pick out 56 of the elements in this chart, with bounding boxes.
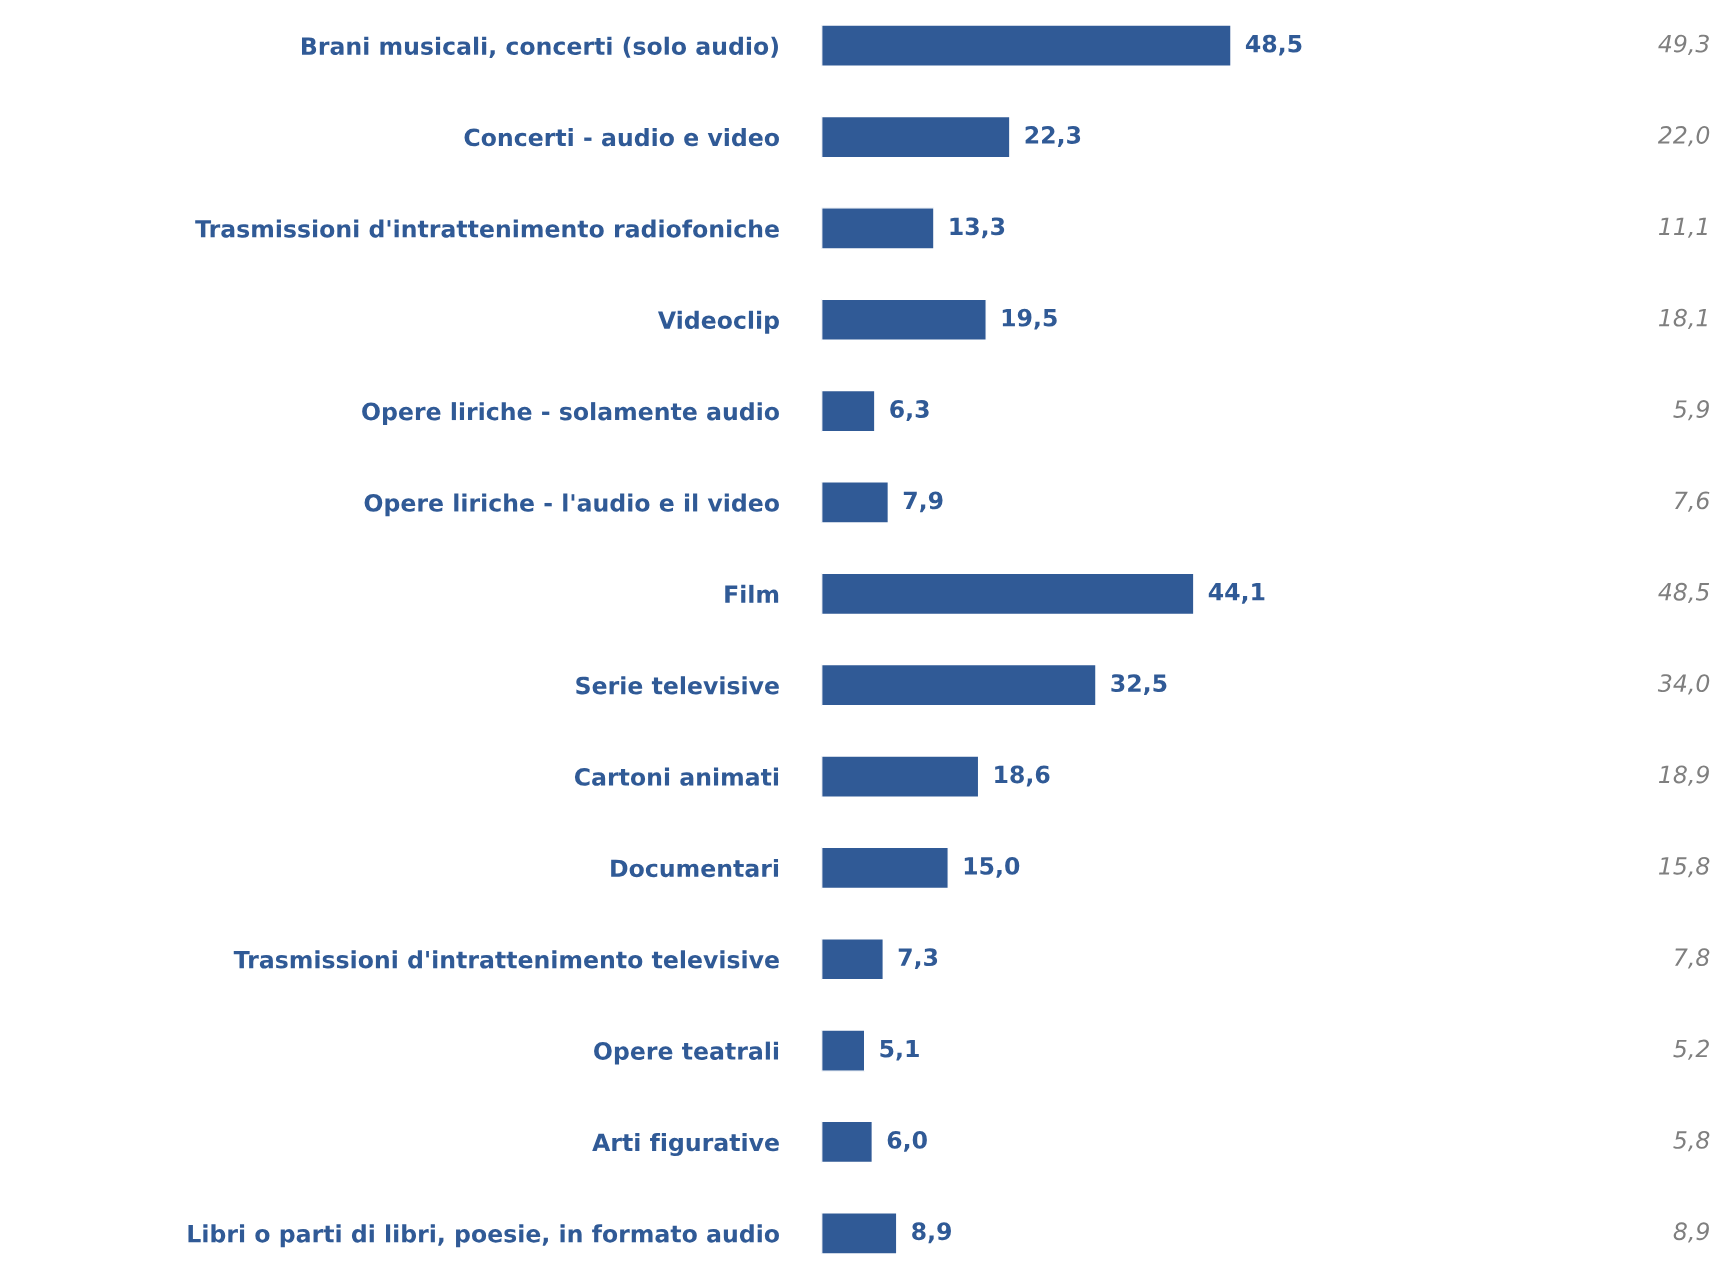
bar [821, 1029, 866, 1072]
text: 48,5 [1658, 582, 1710, 604]
text: 18,9 [1658, 765, 1709, 786]
bar [821, 755, 980, 798]
bar [821, 24, 1232, 67]
y-tick-label: Opere liriche - l'audio e il video [364, 493, 779, 517]
bar [821, 481, 890, 524]
y-tick-label: Film [725, 584, 779, 603]
bar [821, 572, 1195, 616]
y-tick-label: Opere teatrali [594, 1041, 779, 1065]
y-tick-label: Videoclip [657, 310, 779, 334]
text: 5,8 [1673, 1130, 1710, 1152]
data-label: 15,0 [964, 856, 1020, 878]
data-label: 8,9 [912, 1222, 951, 1244]
text: 15,8 [1658, 856, 1710, 878]
text: 18,1 [1658, 308, 1707, 330]
data-label: 32,5 [1111, 674, 1167, 696]
bar [821, 663, 1097, 707]
bar [821, 389, 876, 433]
data-label: 7,9 [903, 491, 943, 513]
data-label: 19,5 [1002, 308, 1057, 330]
bar [821, 1120, 874, 1164]
data-label: 18,6 [995, 765, 1050, 787]
bar [821, 115, 1011, 159]
text: 22,0 [1657, 126, 1710, 147]
y-tick-label: Arti figurative [592, 1132, 779, 1157]
text: 7,6 [1675, 491, 1710, 512]
y-tick-label: Trasmissioni d'intrattenimento radiofoniche [195, 219, 779, 238]
text: 11,1 [1658, 217, 1707, 238]
y-tick-label: Brani musicali, concerti (solo audio) [301, 36, 778, 58]
data-label: 6,0 [887, 1130, 927, 1152]
data-label: 22,3 [1025, 126, 1081, 147]
bar [821, 1212, 898, 1255]
y-tick-label: Cartoni animati [574, 767, 779, 786]
bar [821, 207, 935, 250]
data-label: 7,3 [898, 948, 938, 970]
text: 49,3 [1658, 34, 1709, 55]
data-label: 6,3 [890, 400, 929, 421]
y-tick-label: Documentari [611, 858, 779, 878]
text: 8,9 [1673, 1222, 1709, 1243]
y-tick-label: Serie televisive [576, 676, 779, 695]
data-label: 13,3 [950, 217, 1005, 239]
text: 34,0 [1657, 674, 1710, 695]
data-label: 5,1 [880, 1039, 919, 1061]
y-tick-label: Libri o parti di libri, poesie, in formato audio [188, 1224, 780, 1248]
text: 5,2 [1673, 1039, 1709, 1060]
y-tick-label: Trasmissioni d'intrattenimento televisive [233, 950, 779, 969]
bar [821, 937, 884, 981]
y-tick-label: Opere liriche - solamente audio [362, 402, 779, 425]
bar [821, 846, 949, 890]
bar [821, 298, 987, 342]
data-label: 44,1 [1208, 583, 1265, 604]
data-label: 48,5 [1245, 34, 1302, 56]
y-tick-label: Concerti - audio e video [464, 128, 779, 147]
text: 5,9 [1673, 400, 1709, 421]
text: 7,8 [1675, 948, 1710, 969]
